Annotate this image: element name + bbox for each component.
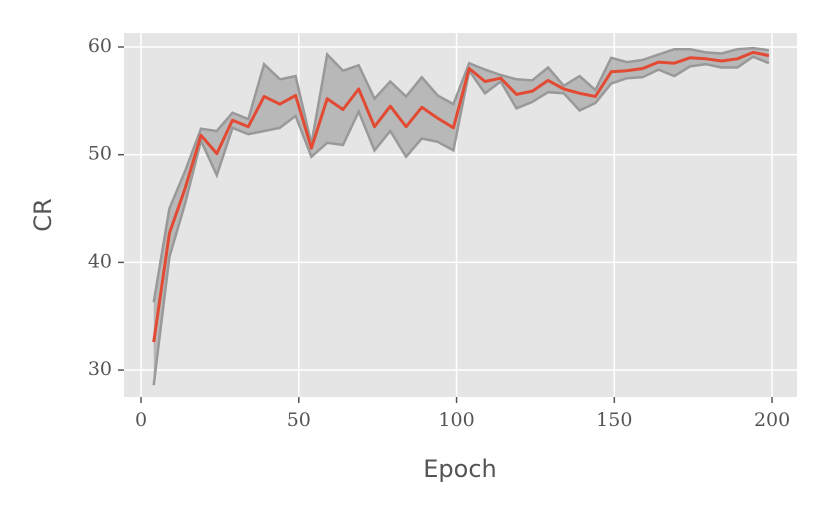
x-tick-label: 50 (287, 409, 311, 431)
y-axis-label: CR (29, 198, 57, 231)
x-tick-label: 150 (596, 409, 632, 431)
y-tick-label: 30 (88, 358, 112, 380)
y-tick-label: 40 (88, 250, 112, 272)
x-axis-label: Epoch (423, 455, 497, 483)
x-tick-label: 200 (754, 409, 790, 431)
y-tick-label: 60 (88, 35, 112, 57)
line (152, 50, 770, 343)
y-tick-label: 50 (88, 143, 112, 165)
band-upper (152, 46, 770, 303)
x-tick-label: 100 (438, 409, 474, 431)
band-lower (152, 55, 770, 386)
x-tick-label: 0 (135, 409, 147, 431)
